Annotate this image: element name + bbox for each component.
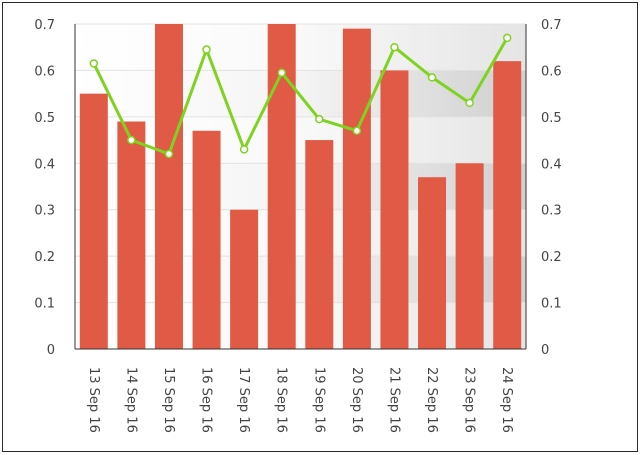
x-tick-label: 19 Sep 16 xyxy=(311,367,326,433)
line-point xyxy=(465,98,474,108)
grid-band xyxy=(75,302,526,349)
x-tick-label: 13 Sep 16 xyxy=(86,367,101,433)
plot-background xyxy=(75,23,526,349)
y-tick-label: 0.6 xyxy=(34,64,55,79)
plot-area xyxy=(75,24,526,349)
grid-band xyxy=(75,24,526,71)
bar xyxy=(342,28,371,350)
bar xyxy=(418,177,447,349)
bar xyxy=(230,209,259,349)
line-point xyxy=(277,68,286,77)
y2-tick-label: 0.2 xyxy=(541,250,562,265)
line-point xyxy=(164,149,174,159)
y2-tick-label: 0.1 xyxy=(541,297,562,312)
line-point xyxy=(89,59,99,68)
line-point xyxy=(502,33,512,43)
x-tick-label: 17 Sep 16 xyxy=(236,367,251,433)
y2-tick-label: 0 xyxy=(541,343,549,358)
axes xyxy=(74,24,527,350)
y-axis-right-ticks: 0 0.1 0.2 0.3 0.4 0.5 0.6 0.7 xyxy=(541,18,562,358)
line-point xyxy=(239,145,249,154)
bar xyxy=(117,121,146,349)
x-tick-label: 22 Sep 16 xyxy=(424,367,439,433)
x-tick-label: 15 Sep 16 xyxy=(161,367,176,433)
line-point xyxy=(315,114,324,124)
x-tick-label: 21 Sep 16 xyxy=(386,367,401,433)
line-point xyxy=(127,135,136,145)
bar xyxy=(79,93,108,350)
y-tick-label: 0.7 xyxy=(34,18,55,33)
line-series xyxy=(89,33,512,159)
y2-tick-label: 0.7 xyxy=(541,18,562,33)
line-point xyxy=(427,73,437,82)
x-tick-label: 18 Sep 16 xyxy=(274,367,289,433)
grid-band xyxy=(75,116,526,164)
x-axis-ticks: 13 Sep 16 14 Sep 16 15 Sep 16 16 Sep 16 17 S… xyxy=(86,367,514,433)
bar xyxy=(192,130,221,349)
y-tick-label: 0.1 xyxy=(34,297,55,312)
x-tick-label: 16 Sep 16 xyxy=(199,367,214,433)
y-tick-label: 0.3 xyxy=(34,204,55,219)
y-tick-label: 0.4 xyxy=(34,157,55,172)
series-line xyxy=(92,37,509,156)
y-tick-label: 0 xyxy=(47,343,55,358)
line-point xyxy=(352,126,362,136)
x-tick-label: 24 Sep 16 xyxy=(499,367,514,433)
x-tick-label: 20 Sep 16 xyxy=(349,367,364,433)
y2-tick-label: 0.4 xyxy=(541,157,562,172)
y2-tick-label: 0.5 xyxy=(541,111,562,126)
bar xyxy=(154,24,183,349)
bar xyxy=(305,140,334,349)
line-point xyxy=(202,45,211,54)
grid-band xyxy=(75,209,526,257)
bar xyxy=(267,24,296,349)
bar xyxy=(493,61,522,350)
x-tick-label: 14 Sep 16 xyxy=(123,367,138,433)
y-tick-label: 0.2 xyxy=(34,250,55,265)
line-point xyxy=(390,42,399,52)
bar xyxy=(380,70,409,349)
y-tick-label: 0.5 xyxy=(34,111,55,126)
y-axis-left-ticks: 0 0.1 0.2 0.3 0.4 0.5 0.6 0.7 xyxy=(34,18,55,358)
x-tick-label: 23 Sep 16 xyxy=(462,367,477,433)
y2-tick-label: 0.3 xyxy=(541,204,562,219)
y2-tick-label: 0.6 xyxy=(541,64,562,79)
bar xyxy=(455,163,484,349)
bar-series xyxy=(79,24,522,350)
